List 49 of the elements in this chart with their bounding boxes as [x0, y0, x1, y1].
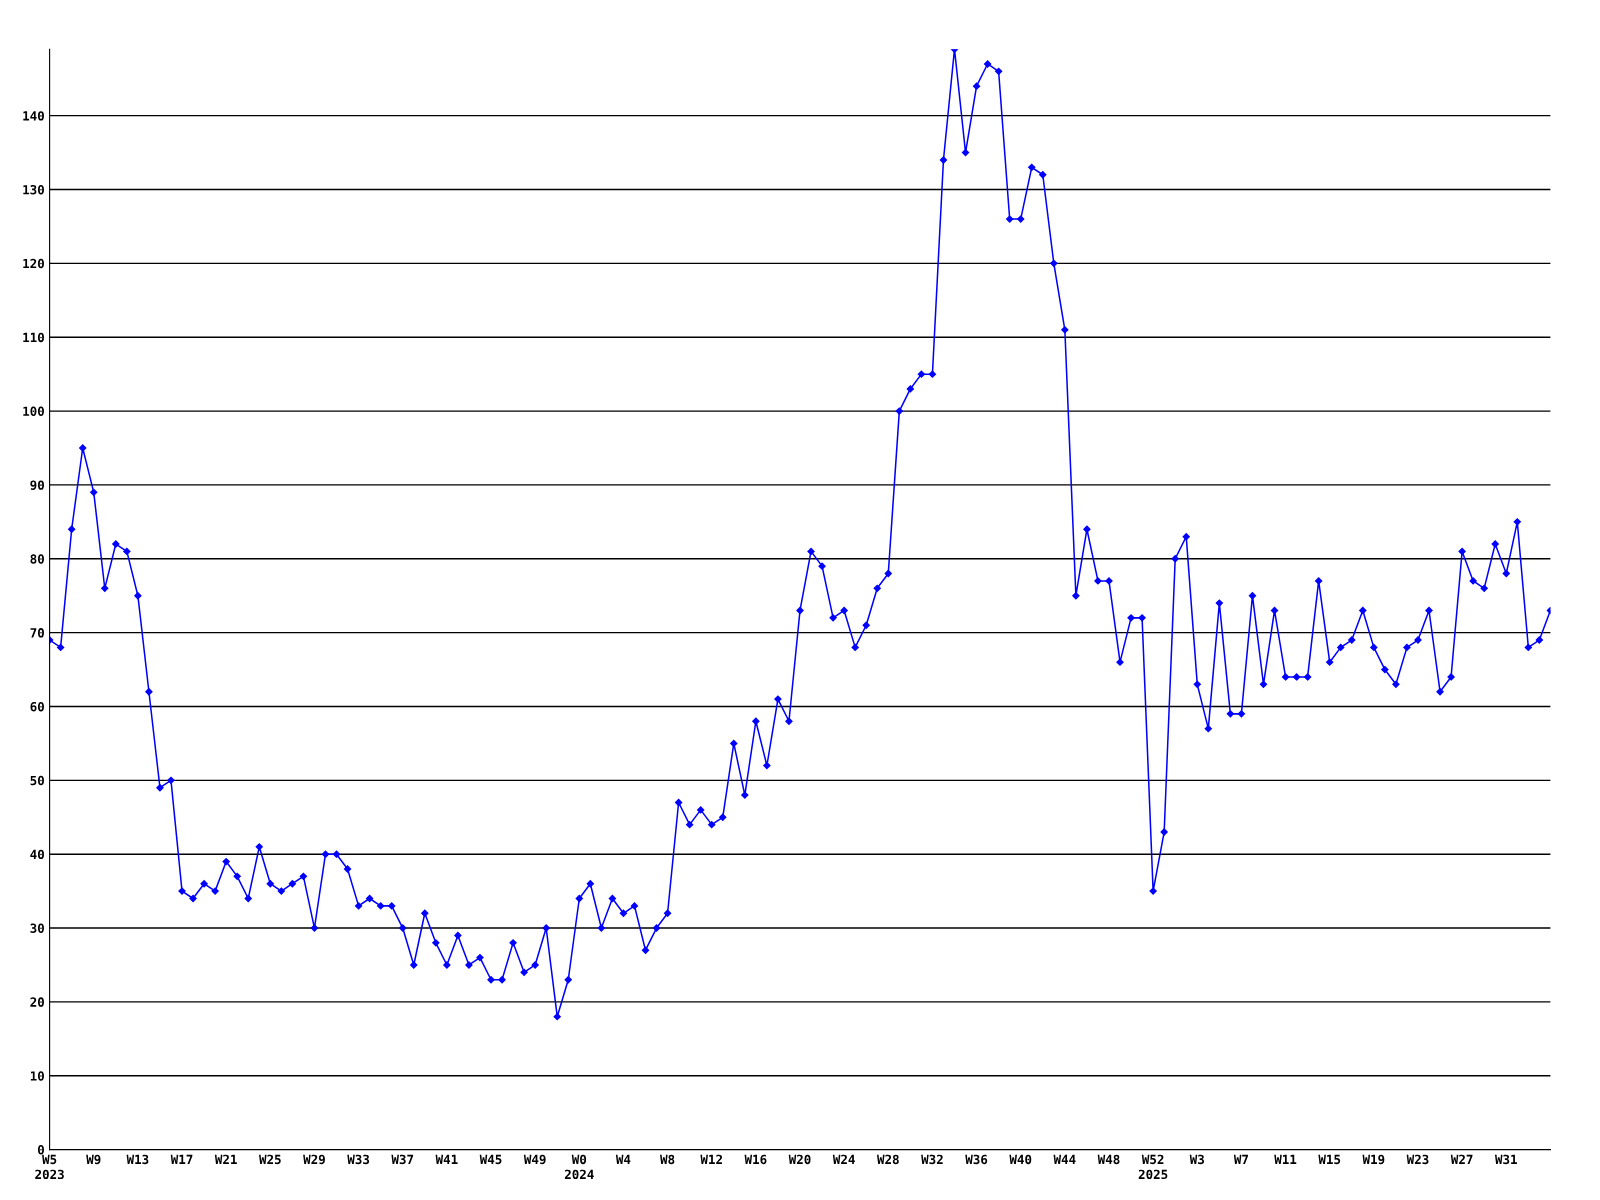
y-tick-label: 90 [30, 480, 44, 490]
x-tick-label: W21 [214, 1154, 237, 1164]
x-tick-label: W17 [170, 1154, 193, 1164]
y-tick-label: 0 [37, 1145, 44, 1155]
x-tick-label: W20 [788, 1154, 811, 1165]
x-tick-label: W32 [921, 1154, 943, 1165]
x-tick-label: W44 [1053, 1154, 1076, 1164]
x-tick-label: W31 [1494, 1154, 1517, 1165]
x-tick-label: W24 [832, 1154, 855, 1164]
y-tick-label: 50 [30, 775, 44, 786]
x-tick-label: W7 [1233, 1154, 1248, 1164]
x-tick-label: W37 [391, 1154, 414, 1165]
x-tick-label: W9 [86, 1154, 101, 1165]
x-tick-label: W16 [744, 1154, 767, 1165]
x-tick-label: W8 [660, 1154, 675, 1165]
x-tick-label: W0 2024 [564, 1154, 594, 1180]
x-tick-label: W33 [347, 1154, 370, 1165]
x-tick-label: W28 [876, 1154, 899, 1165]
y-tick-label: 40 [30, 849, 44, 860]
y-tick-label: 60 [30, 701, 44, 712]
x-tick-label: W4 [615, 1154, 631, 1164]
y-tick-label: 140 [23, 111, 44, 121]
y-tick-label: 10 [30, 1071, 44, 1081]
x-tick-label: W48 [1097, 1154, 1120, 1165]
x-tick-label: W29 [303, 1154, 325, 1165]
x-tick-label: W23 [1406, 1154, 1429, 1165]
y-tick-label: 30 [30, 923, 44, 933]
y-tick-label: 100 [23, 406, 44, 416]
x-tick-label: W13 [126, 1154, 149, 1165]
y-tick-label: 20 [30, 997, 44, 1007]
x-tick-label: W40 [1009, 1154, 1032, 1165]
x-tick-label: W12 [700, 1154, 722, 1164]
x-tick-label: W27 [1450, 1154, 1473, 1164]
x-tick-label: W49 [523, 1154, 546, 1165]
y-tick-label: 80 [30, 554, 44, 564]
x-tick-label: W15 [1318, 1154, 1341, 1165]
x-tick-label: W5 2023 [35, 1154, 64, 1180]
x-tick-label: W11 [1274, 1154, 1297, 1164]
y-tick-label: 130 [23, 184, 44, 195]
x-tick-label: W45 [479, 1154, 502, 1165]
y-tick-label: 70 [30, 628, 44, 638]
x-tick-label: W19 [1362, 1154, 1385, 1165]
x-tick-label: W41 [435, 1154, 458, 1164]
y-tick-label: 120 [23, 258, 44, 269]
x-tick-label: W3 [1189, 1154, 1204, 1165]
y-tick-label: 110 [23, 332, 44, 343]
x-tick-label: W52 2025 [1138, 1154, 1168, 1180]
x-tick-label: W36 [965, 1154, 988, 1165]
x-tick-label: W25 [259, 1154, 281, 1165]
